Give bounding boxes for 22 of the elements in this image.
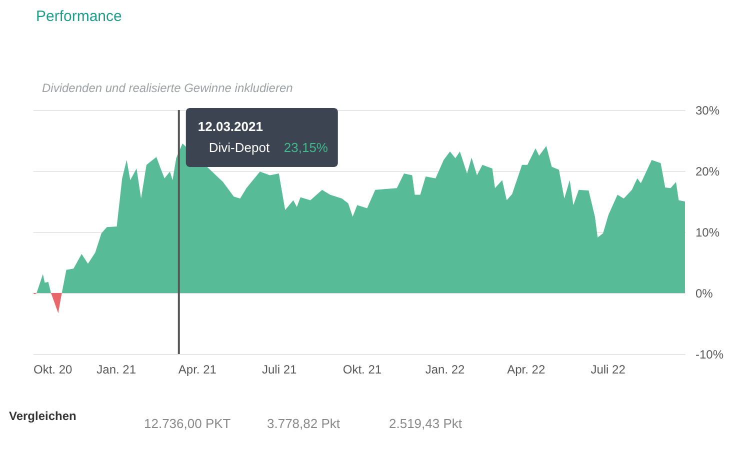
x-tick-label: Jan. 22 (425, 362, 466, 376)
y-tick-label: 20% (696, 164, 720, 178)
chart-title: Performance (36, 8, 122, 25)
x-tick-label: Okt. 21 (342, 362, 382, 376)
x-tick-label: Juli 22 (590, 362, 626, 376)
x-tick-label: Apr. 21 (178, 362, 217, 376)
x-tick-label: Juli 21 (262, 362, 298, 376)
y-tick-label: 30% (696, 104, 720, 118)
text: 3.778,82 Pkt (267, 416, 340, 431)
y-tick-label: 10% (696, 226, 720, 240)
y-tick-label: 0% (696, 286, 714, 300)
text: 12.736,00 PKT (144, 416, 231, 431)
text: 2.519,43 Pkt (389, 416, 462, 431)
x-tick-label: Apr. 22 (507, 362, 546, 376)
text: Dividenden und realisierte Gewinne inkludieren (42, 81, 294, 95)
annotation: 12.03.2021 (198, 119, 263, 134)
x-tick-label: Okt. 20 (34, 362, 73, 376)
annotation: 23,15% (284, 140, 328, 155)
x-tick-label: Jan. 21 (96, 362, 136, 376)
series-label: Divi-Depot (208, 140, 270, 155)
text: Vergleichen (9, 409, 76, 423)
y-tick-label: -10% (696, 348, 724, 362)
